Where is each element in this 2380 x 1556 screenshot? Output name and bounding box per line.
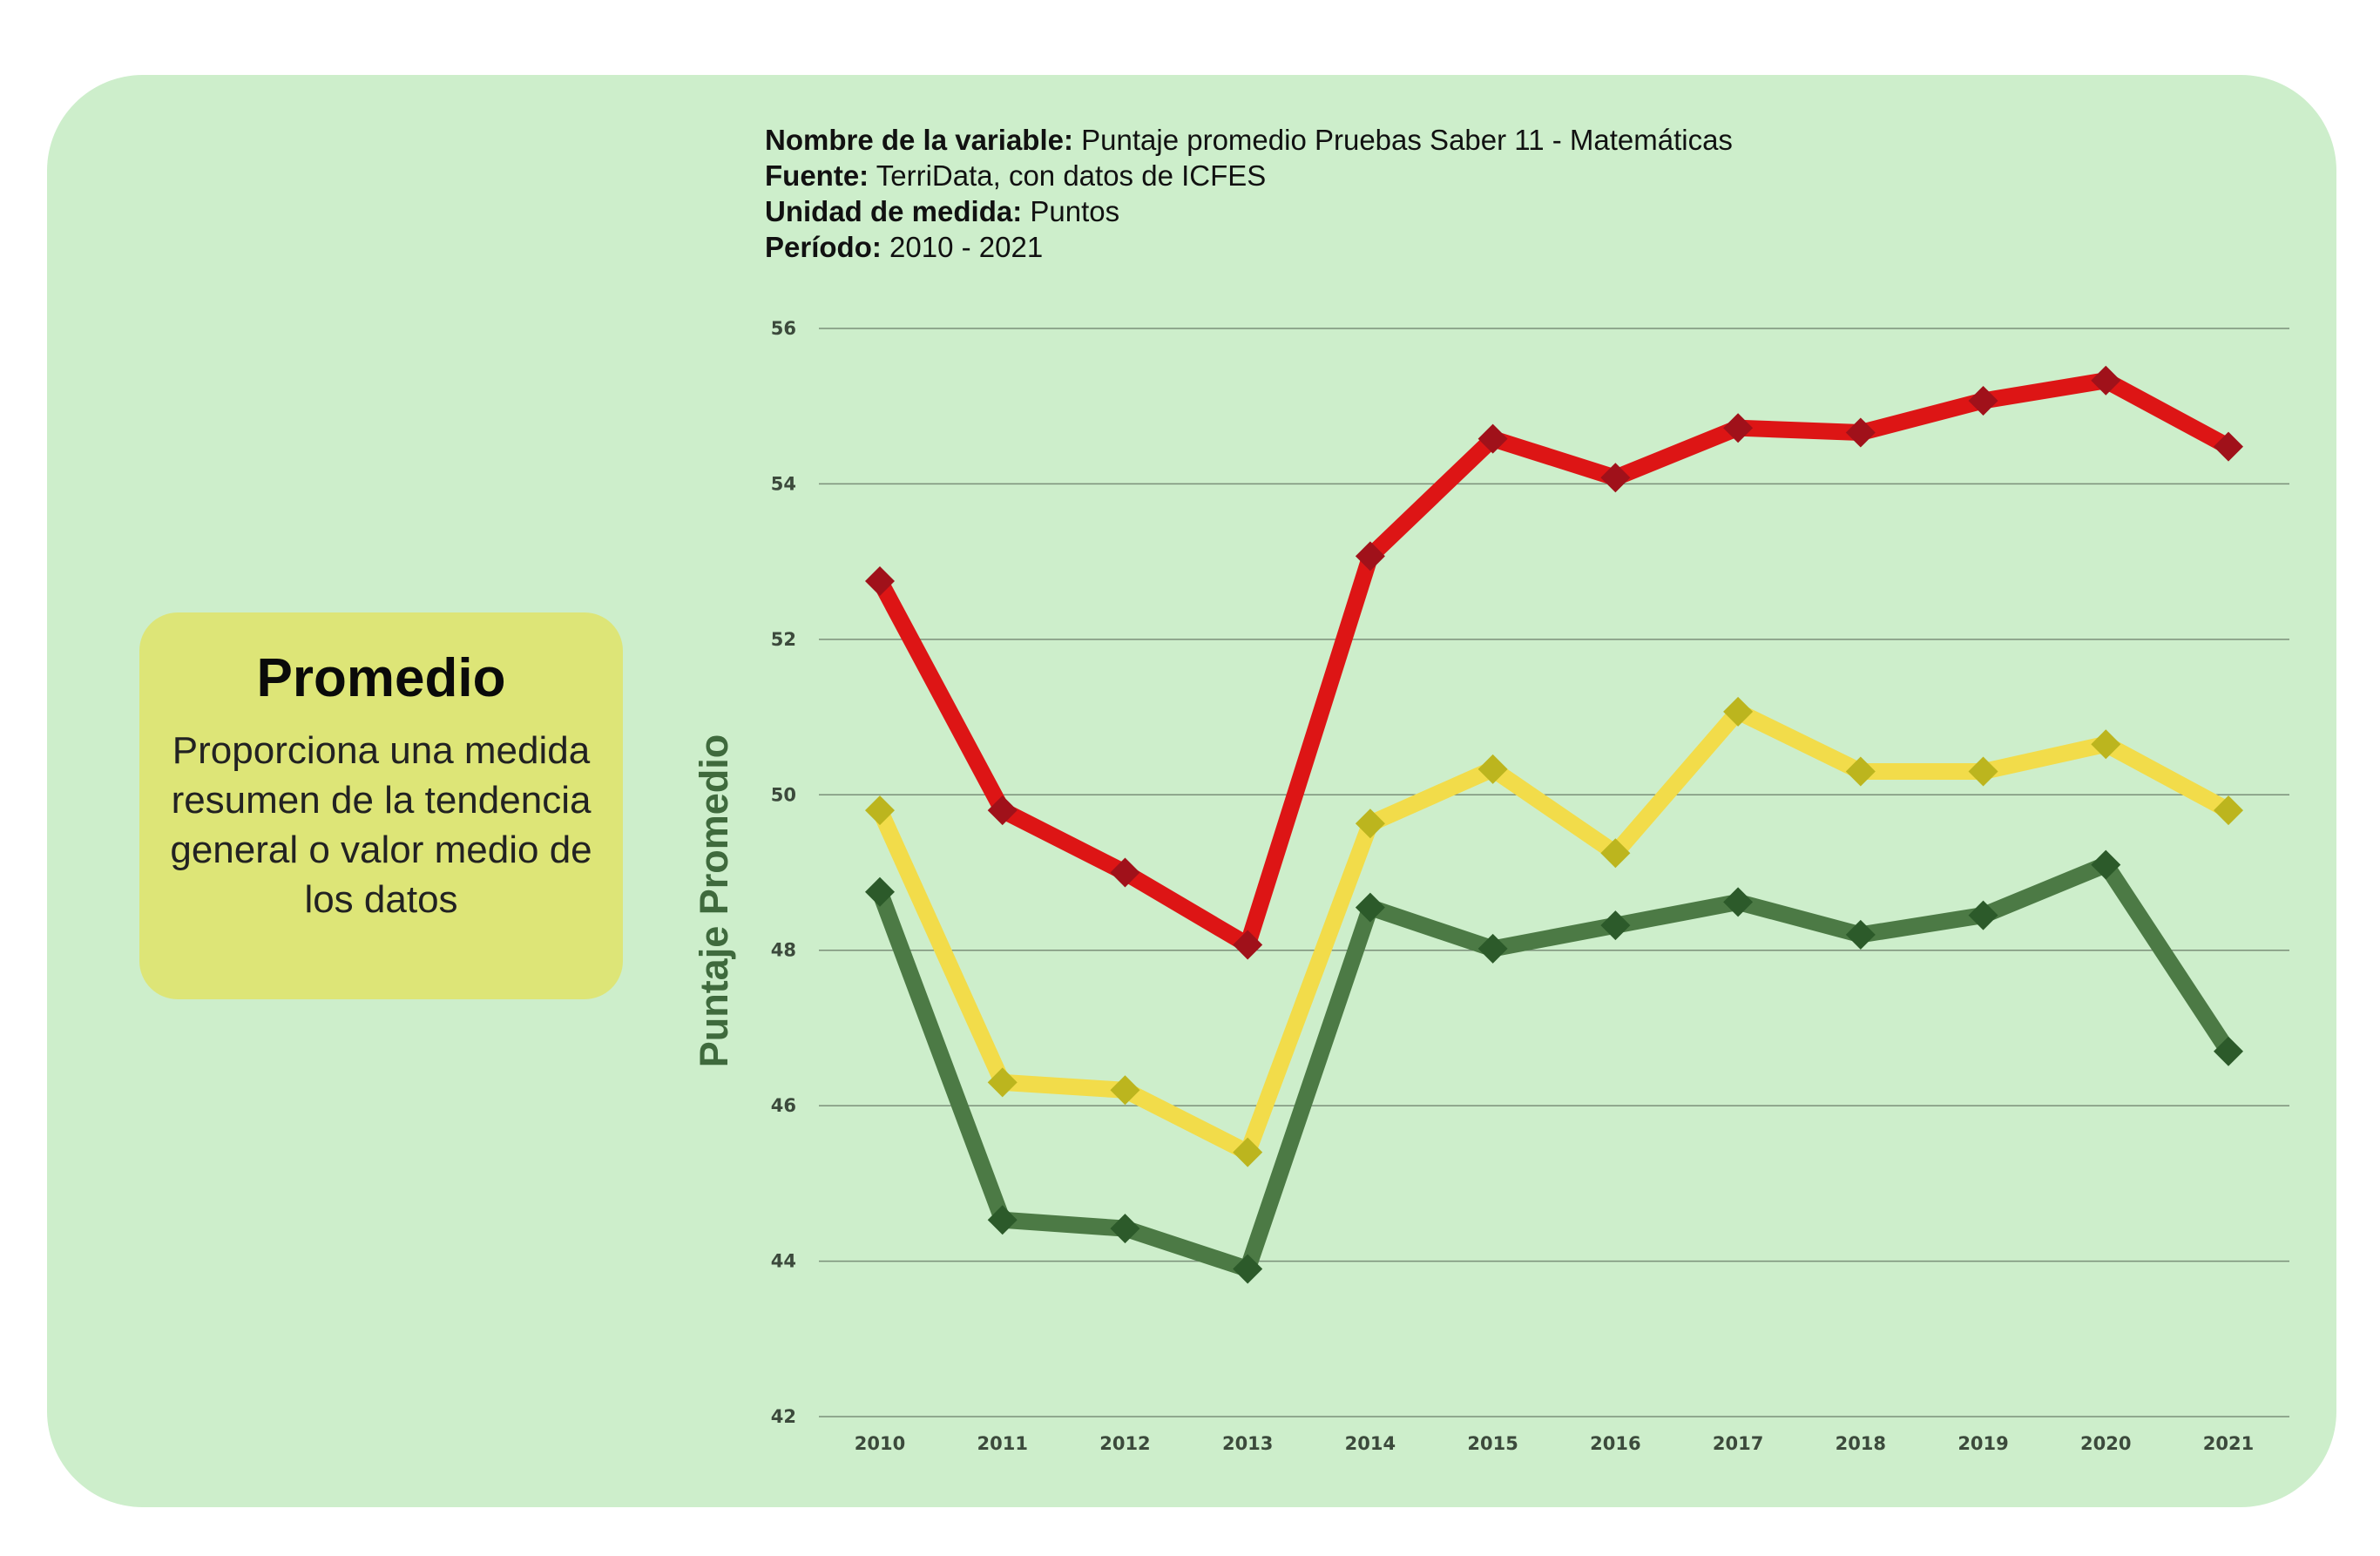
point-red-2012 — [1110, 857, 1140, 888]
point-yellow-2014 — [1355, 808, 1385, 839]
grid-layer — [819, 328, 2289, 1417]
point-green-2013 — [1233, 1254, 1263, 1284]
series-line-red — [871, 372, 2237, 953]
y-tick-label-42: 42 — [771, 1406, 796, 1427]
x-tick-label-2010: 2010 — [855, 1433, 905, 1454]
unit-label: Unidad de medida: — [765, 195, 1023, 227]
point-yellow-2015 — [1477, 754, 1508, 784]
y-tick-label-46: 46 — [771, 1095, 796, 1116]
y-tick-label-44: 44 — [771, 1251, 796, 1272]
point-green-2019 — [1968, 900, 1998, 930]
point-red-2016 — [1600, 463, 1631, 493]
point-red-2019 — [1968, 385, 1998, 416]
x-tick-label-2019: 2019 — [1957, 1433, 2008, 1454]
y-tick-label-52: 52 — [771, 629, 796, 650]
point-red-2011 — [987, 795, 1018, 826]
source-label: Fuente: — [765, 159, 869, 192]
point-green-2018 — [1845, 919, 1876, 950]
x-tick-label-2015: 2015 — [1467, 1433, 1518, 1454]
x-tick-label-2011: 2011 — [977, 1433, 1028, 1454]
point-green-2015 — [1477, 933, 1508, 964]
point-red-2015 — [1477, 423, 1508, 454]
point-yellow-2012 — [1110, 1075, 1140, 1106]
point-red-2017 — [1723, 413, 1754, 443]
source-row: Fuente: TerriData, con datos de ICFES — [765, 158, 1733, 193]
series-line-green — [871, 856, 2237, 1277]
x-tick-label-2013: 2013 — [1222, 1433, 1273, 1454]
info-title: Promedio — [256, 648, 506, 708]
x-tick-label-2021: 2021 — [2203, 1433, 2254, 1454]
variable-row: Nombre de la variable: Puntaje promedio … — [765, 122, 1733, 158]
period-value: 2010 - 2021 — [889, 231, 1044, 263]
point-yellow-2017 — [1723, 696, 1754, 727]
point-green-2016 — [1600, 910, 1631, 941]
source-value: TerriData, con datos de ICFES — [876, 159, 1267, 192]
point-green-2010 — [865, 876, 895, 907]
point-red-2021 — [2214, 431, 2243, 462]
variable-value: Puntaje promedio Pruebas Saber 11 - Mate… — [1081, 124, 1733, 156]
info-description: Proporciona una medida resumen de la ten… — [170, 729, 592, 921]
x-tick-label-2012: 2012 — [1099, 1433, 1150, 1454]
point-yellow-2013 — [1233, 1137, 1263, 1167]
y-tick-label-54: 54 — [771, 473, 796, 494]
point-red-2010 — [865, 565, 895, 596]
point-yellow-2018 — [1845, 756, 1876, 787]
series-layer — [865, 365, 2243, 1284]
point-green-2012 — [1110, 1214, 1140, 1244]
x-tick-label-2020: 2020 — [2080, 1433, 2131, 1454]
point-yellow-2010 — [865, 795, 895, 826]
point-yellow-2020 — [2091, 729, 2121, 760]
x-tick-label-2014: 2014 — [1345, 1433, 1396, 1454]
point-yellow-2019 — [1968, 756, 1998, 787]
chart-metadata: Nombre de la variable: Puntaje promedio … — [765, 122, 1733, 265]
point-yellow-2011 — [987, 1067, 1018, 1098]
point-green-2017 — [1723, 887, 1754, 917]
point-red-2013 — [1233, 930, 1263, 960]
period-row: Período: 2010 - 2021 — [765, 229, 1733, 265]
y-tick-label-50: 50 — [771, 784, 796, 805]
point-red-2014 — [1355, 541, 1385, 572]
series-line-yellow — [871, 703, 2237, 1161]
x-tick-label-2018: 2018 — [1836, 1433, 1886, 1454]
point-green-2021 — [2214, 1036, 2243, 1066]
variable-label: Nombre de la variable: — [765, 124, 1073, 156]
point-red-2020 — [2091, 365, 2121, 396]
x-tick-label-2016: 2016 — [1590, 1433, 1640, 1454]
y-tick-label-48: 48 — [771, 940, 796, 961]
unit-value: Puntos — [1030, 195, 1120, 227]
period-label: Período: — [765, 231, 882, 263]
tick-label-layer: 42 44 46 48 50 52 54 56 2010 2011 2012 2013 2014 2015… — [771, 318, 2254, 1454]
x-tick-label-2017: 2017 — [1713, 1433, 1763, 1454]
point-red-2018 — [1845, 417, 1876, 448]
point-green-2011 — [987, 1205, 1018, 1235]
point-yellow-2016 — [1600, 838, 1631, 869]
point-yellow-2021 — [2214, 795, 2243, 826]
point-green-2020 — [2091, 849, 2121, 880]
y-tick-label-56: 56 — [771, 318, 796, 339]
info-box: Promedio Proporciona una medida resumen … — [139, 612, 623, 999]
unit-row: Unidad de medida: Puntos — [765, 193, 1733, 229]
point-green-2014 — [1355, 892, 1385, 923]
